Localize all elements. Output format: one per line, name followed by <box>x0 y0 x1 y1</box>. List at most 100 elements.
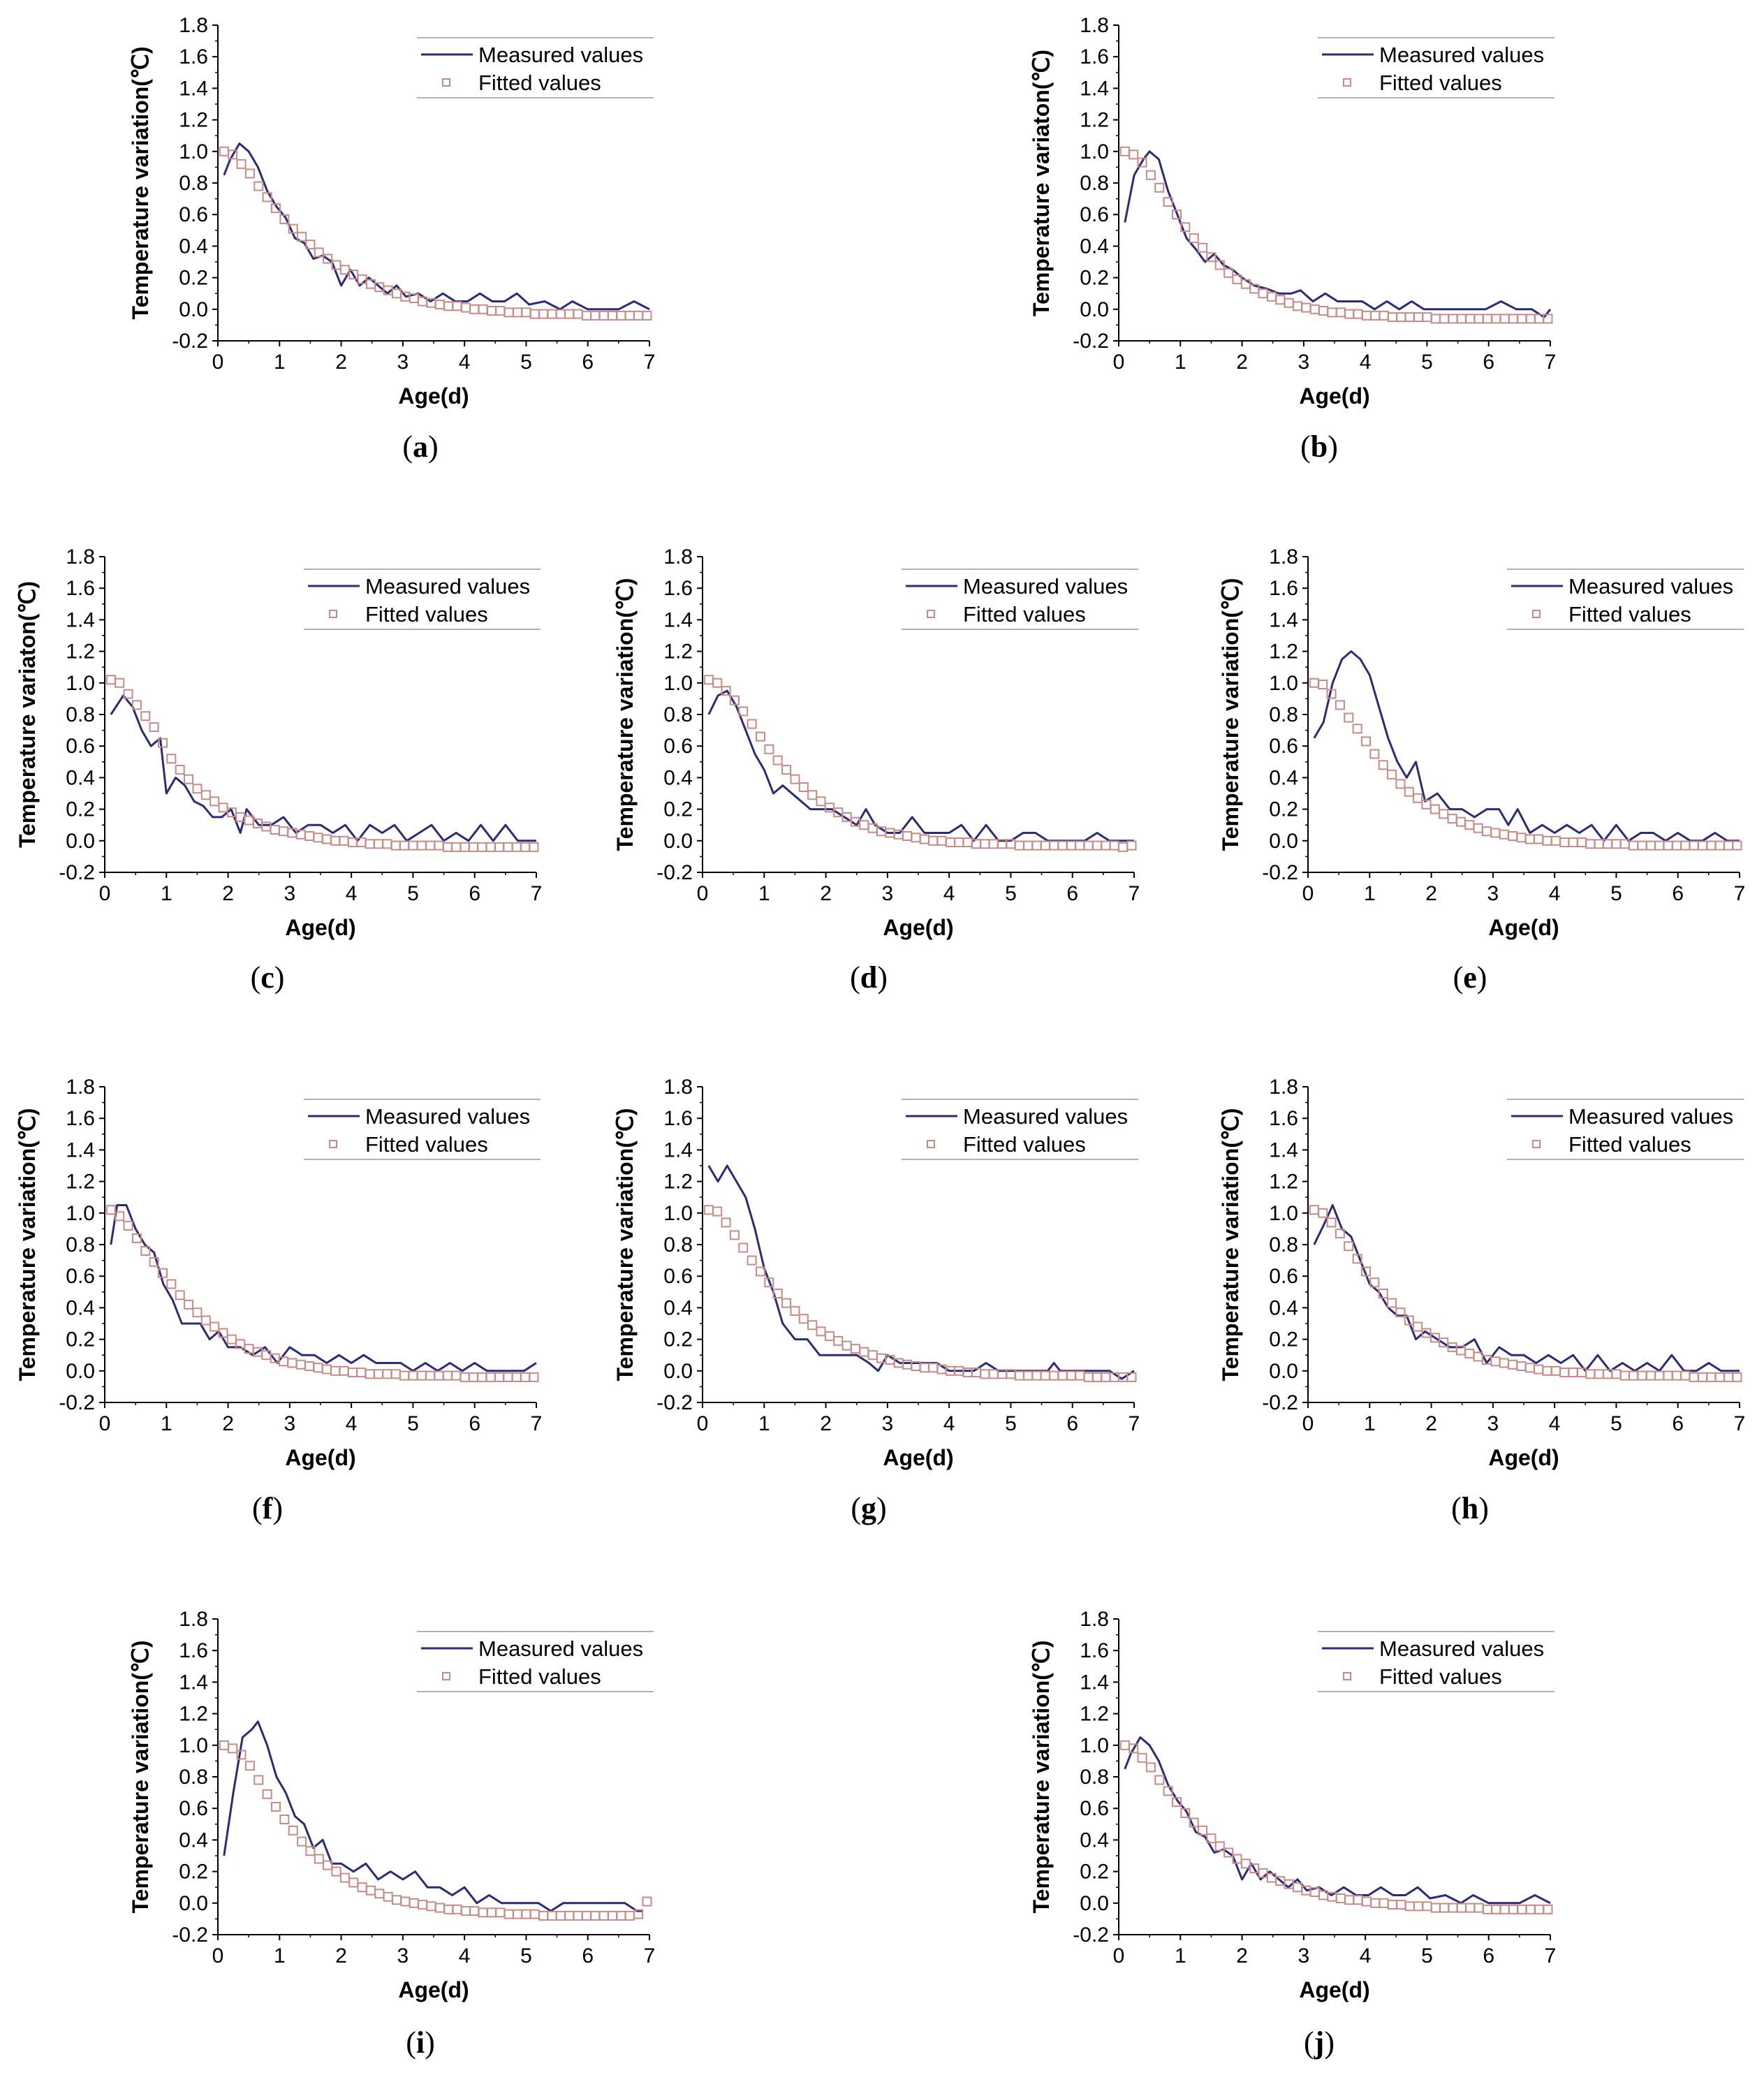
data-point-fitted <box>382 839 392 849</box>
y-tick-label: 0.8 <box>66 1233 95 1256</box>
data-point-fitted <box>304 1361 315 1372</box>
data-point-fitted <box>1335 1229 1345 1239</box>
y-tick-label: 0.6 <box>1080 203 1109 226</box>
data-point-fitted <box>529 1909 540 1919</box>
data-point-fitted <box>1671 1370 1682 1381</box>
data-point-fitted <box>513 307 523 318</box>
data-point-fitted <box>1430 1903 1441 1913</box>
data-point-fitted <box>1490 828 1501 838</box>
data-point-fitted <box>460 1372 470 1382</box>
x-tick-label: 3 <box>284 1412 296 1435</box>
y-tick-label: 1.0 <box>1269 1202 1298 1225</box>
data-point-fitted <box>123 689 133 699</box>
data-point-fitted <box>1629 1370 1639 1381</box>
data-point-fitted <box>210 796 220 807</box>
y-tick-label: 0.0 <box>66 830 95 853</box>
y-tick-label: 0.4 <box>1080 235 1109 258</box>
data-point-fitted <box>816 1326 826 1337</box>
y-tick-label: 0.4 <box>1269 1296 1298 1319</box>
data-point-fitted <box>486 306 497 316</box>
x-axis-title: Age(d) <box>883 1445 953 1470</box>
x-tick-label: 5 <box>520 351 532 374</box>
data-point-fitted <box>330 1365 341 1376</box>
legend-label-measured: Measured values <box>963 1104 1128 1129</box>
data-point-fitted <box>460 302 471 313</box>
y-tick-label: 0.0 <box>1269 1360 1298 1383</box>
x-tick-label: 3 <box>1298 1944 1310 1967</box>
data-point-fitted <box>747 1255 757 1266</box>
data-point-fitted <box>1706 1372 1717 1382</box>
data-point-fitted <box>1145 170 1156 180</box>
y-tick-label: 1.0 <box>1080 140 1109 163</box>
legend-swatch-fitted <box>927 1140 935 1148</box>
data-point-fitted <box>1387 312 1397 323</box>
x-tick-label: 6 <box>1066 882 1078 905</box>
data-point-fitted <box>980 1369 990 1379</box>
data-point-fitted <box>261 821 272 832</box>
data-point-fitted <box>712 677 723 688</box>
x-tick-label: 5 <box>520 1944 532 1967</box>
x-tick-label: 0 <box>697 1412 709 1435</box>
data-point-fitted <box>504 1909 514 1919</box>
data-point-fitted <box>443 301 454 312</box>
y-tick-label: 1.6 <box>179 45 208 68</box>
y-tick-label: 0.0 <box>179 298 208 321</box>
legend-swatch-fitted <box>1343 1672 1351 1680</box>
data-point-fitted <box>1258 288 1268 299</box>
y-tick-label: 1.4 <box>663 1138 693 1161</box>
data-point-fitted <box>529 309 540 319</box>
data-point-fitted <box>1370 310 1381 321</box>
data-point-fitted <box>1508 314 1519 324</box>
y-tick-label: 0.2 <box>1080 267 1109 290</box>
data-point-fitted <box>416 840 427 851</box>
data-point-fitted <box>115 677 125 688</box>
data-point-fitted <box>477 1372 487 1382</box>
data-point-fitted <box>608 1910 618 1921</box>
legend-label-measured: Measured values <box>1379 1636 1544 1661</box>
data-point-fitted <box>305 240 316 250</box>
data-point-fitted <box>764 1277 774 1288</box>
x-tick-label: 6 <box>1483 1944 1494 1967</box>
data-point-fitted <box>1318 1208 1328 1218</box>
data-point-fitted <box>382 1369 392 1379</box>
data-point-fitted <box>1327 307 1337 318</box>
data-point-fitted <box>1369 749 1380 759</box>
y-tick-label: 1.4 <box>1269 1138 1298 1161</box>
data-point-fitted <box>1360 736 1371 747</box>
series-line-measured <box>110 694 536 842</box>
data-point-fitted <box>1671 840 1682 851</box>
data-point-fitted <box>1482 314 1492 324</box>
data-point-fitted <box>755 731 765 742</box>
y-tick-label: 0.2 <box>66 1328 95 1351</box>
x-tick-label: 1 <box>1175 1944 1186 1967</box>
x-tick-label: 0 <box>1113 351 1125 374</box>
data-point-fitted <box>1379 310 1389 321</box>
data-point-fitted <box>297 231 307 242</box>
x-tick-label: 6 <box>582 351 594 374</box>
data-point-fitted <box>468 842 478 852</box>
panel-caption: (e) <box>1453 960 1487 995</box>
data-point-fitted <box>1706 840 1717 851</box>
data-point-fitted <box>598 1910 609 1921</box>
panel-caption-letter: g <box>861 1491 876 1525</box>
data-point-fitted <box>1301 302 1311 313</box>
data-point-fitted <box>218 803 228 813</box>
data-point-fitted <box>495 306 506 316</box>
x-tick-label: 1 <box>161 882 172 905</box>
data-point-fitted <box>1057 840 1068 851</box>
data-point-fitted <box>390 840 401 851</box>
y-tick-label: 0.6 <box>66 1265 95 1288</box>
data-point-fitted <box>157 738 168 748</box>
x-tick-label: 3 <box>1487 882 1499 905</box>
legend-label-fitted: Fitted values <box>963 1132 1086 1157</box>
y-tick-label: 0.8 <box>1080 172 1109 195</box>
x-tick-label: 7 <box>531 882 543 905</box>
data-point-fitted <box>1171 210 1182 220</box>
y-tick-label: 1.8 <box>179 14 208 37</box>
y-tick-label: 1.4 <box>179 1671 208 1694</box>
data-point-fitted <box>1413 1321 1423 1332</box>
data-point-fitted <box>434 1370 444 1381</box>
y-tick-label: 1.4 <box>66 608 95 631</box>
x-tick-label: 3 <box>284 882 296 905</box>
y-tick-label: 1.8 <box>663 1076 693 1099</box>
